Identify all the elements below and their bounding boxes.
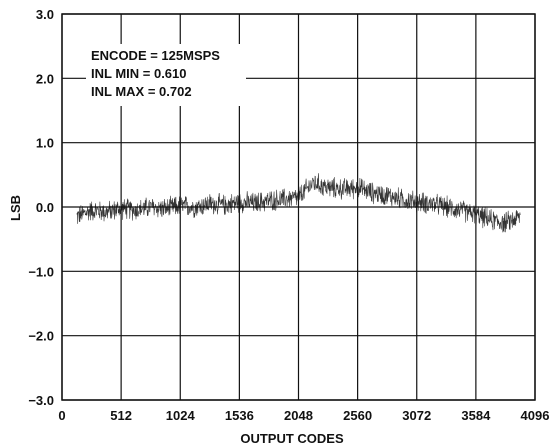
y-axis-ticks: 3.0 2.0 1.0 0.0 −1.0 −2.0 −3.0 bbox=[28, 7, 54, 408]
annotation-encode: ENCODE = 125MSPS bbox=[91, 48, 220, 63]
y-tick-label: −1.0 bbox=[28, 264, 54, 279]
x-axis-ticks: 0 512 1024 1536 2048 2560 3072 3584 4096 bbox=[58, 408, 549, 423]
x-axis-label: OUTPUT CODES bbox=[240, 431, 344, 446]
x-tick-label: 4096 bbox=[521, 408, 550, 423]
annotation-inl-max: INL MAX = 0.702 bbox=[91, 84, 192, 99]
y-tick-label: 1.0 bbox=[36, 136, 54, 151]
plot-frame bbox=[61, 13, 536, 401]
annotation-box bbox=[86, 44, 246, 106]
y-tick-label: −3.0 bbox=[28, 393, 54, 408]
x-tick-label: 2048 bbox=[284, 408, 313, 423]
x-tick-label: 1536 bbox=[225, 408, 254, 423]
x-tick-label: 3072 bbox=[402, 408, 431, 423]
y-tick-label: 0.0 bbox=[36, 200, 54, 215]
x-tick-label: 0 bbox=[58, 408, 65, 423]
y-tick-label: 3.0 bbox=[36, 7, 54, 22]
x-tick-label: 3584 bbox=[461, 408, 491, 423]
series-line bbox=[76, 173, 521, 233]
x-tick-label: 2560 bbox=[343, 408, 372, 423]
x-tick-label: 1024 bbox=[166, 408, 196, 423]
annotation-inl-min: INL MIN = 0.610 bbox=[91, 66, 187, 81]
y-axis-label: LSB bbox=[8, 195, 23, 221]
x-tick-label: 512 bbox=[110, 408, 132, 423]
y-tick-label: 2.0 bbox=[36, 71, 54, 86]
series-layer bbox=[76, 173, 521, 233]
y-tick-label: −2.0 bbox=[28, 329, 54, 344]
